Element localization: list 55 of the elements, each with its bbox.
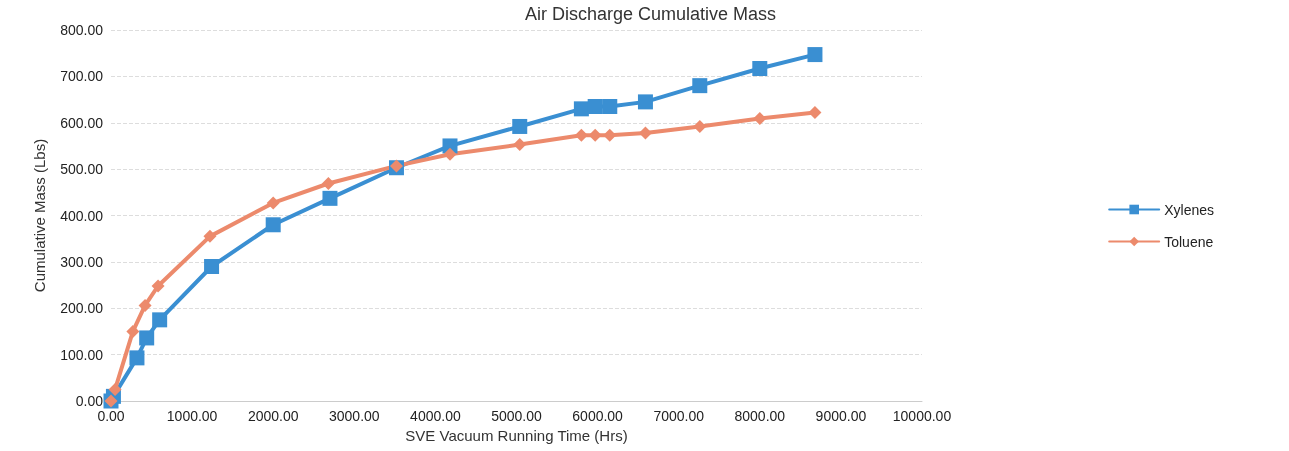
point [638, 126, 652, 140]
point [573, 101, 589, 117]
point [602, 99, 618, 115]
point [126, 324, 140, 338]
y-tick-label: 600.00 [60, 114, 104, 131]
x-tick-label: 9000.00 [815, 408, 867, 424]
y-tick-label: 400.00 [60, 207, 104, 224]
point [752, 60, 768, 76]
x-tick-label: 4000.00 [410, 408, 461, 424]
x-tick-label: 2000.00 [247, 408, 299, 424]
point [151, 279, 165, 293]
y-tick-label: 200.00 [60, 300, 104, 317]
point [266, 196, 280, 210]
point [808, 106, 822, 120]
point [152, 312, 168, 328]
x-tick-label: 5000.00 [491, 408, 543, 424]
point [637, 94, 653, 110]
legend-label: Toluene [1164, 233, 1214, 250]
x-tick-label: 8000.00 [734, 408, 786, 424]
x-tick-label: 3000.00 [329, 408, 380, 424]
legend-label: Xylenes [1164, 201, 1215, 218]
point [322, 190, 338, 206]
y-tick-label: 800.00 [60, 22, 104, 38]
point [587, 99, 603, 115]
point [807, 47, 823, 63]
y-tick-label: 300.00 [60, 253, 104, 270]
chart-title: Air Discharge Cumulative Mass [525, 4, 777, 24]
point [321, 177, 335, 190]
x-tick-label: 0.00 [97, 408, 125, 424]
x-axis-title: SVE Vacuum Running Time (Hrs) [405, 426, 628, 444]
x-tick-label: 10000.00 [892, 408, 952, 424]
point [603, 128, 617, 142]
point [443, 147, 457, 161]
point [265, 217, 281, 233]
point [693, 119, 707, 133]
y-tick-label: 100.00 [60, 346, 104, 363]
point [139, 330, 155, 346]
y-tick-label: 0.00 [75, 393, 104, 409]
point [574, 128, 588, 142]
x-tick-label: 7000.00 [653, 408, 705, 424]
point [588, 128, 602, 142]
point [512, 118, 528, 134]
x-tick-label: 6000.00 [572, 408, 624, 424]
x-tick-label: 1000.00 [166, 408, 218, 424]
point [204, 259, 220, 275]
point [138, 298, 152, 312]
y-axis-title: Cumulative Mass (Lbs) [31, 138, 48, 293]
y-tick-label: 500.00 [60, 161, 104, 178]
point [129, 350, 145, 366]
point [513, 138, 527, 152]
point [692, 78, 708, 94]
y-tick-label: 700.00 [60, 68, 104, 85]
point [108, 382, 122, 396]
point [203, 229, 217, 243]
point [753, 112, 767, 126]
